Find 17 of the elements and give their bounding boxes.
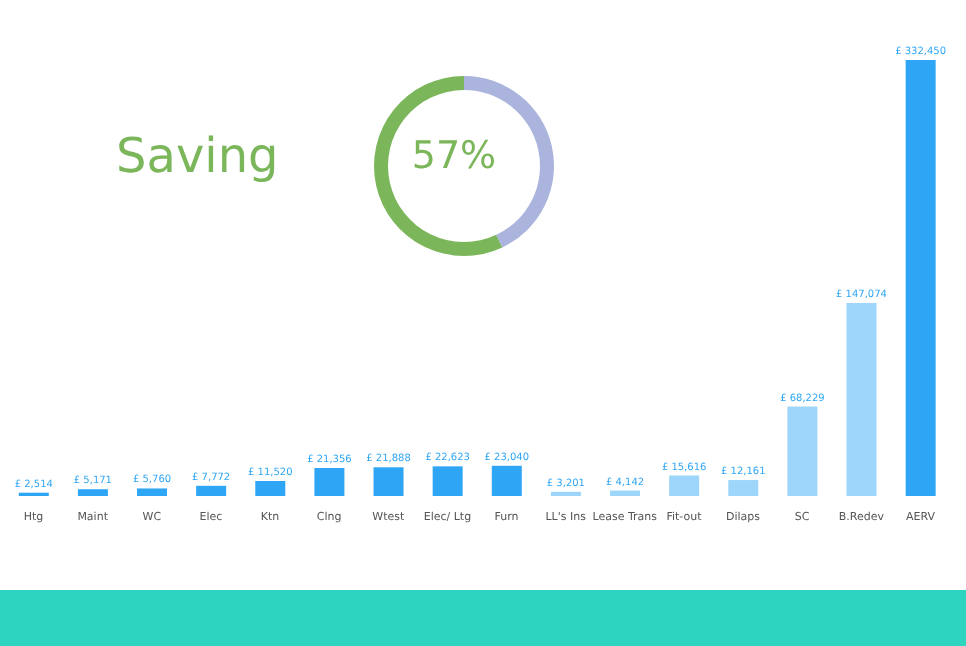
bar: [905, 60, 936, 496]
bar: [610, 490, 641, 496]
bar: [137, 488, 168, 496]
bar: [373, 467, 404, 496]
annotation: 57%: [411, 134, 497, 178]
bar: [432, 466, 463, 496]
bar: [787, 406, 818, 496]
bar: [255, 480, 286, 496]
slice-label: Saving: [116, 128, 279, 184]
bar: [77, 489, 108, 496]
bar: [728, 480, 759, 496]
bar: [491, 465, 522, 496]
donut-slice: [374, 76, 503, 256]
bar: [669, 475, 700, 496]
bar: [846, 303, 877, 496]
bar: [196, 485, 227, 496]
bar: [314, 467, 345, 496]
